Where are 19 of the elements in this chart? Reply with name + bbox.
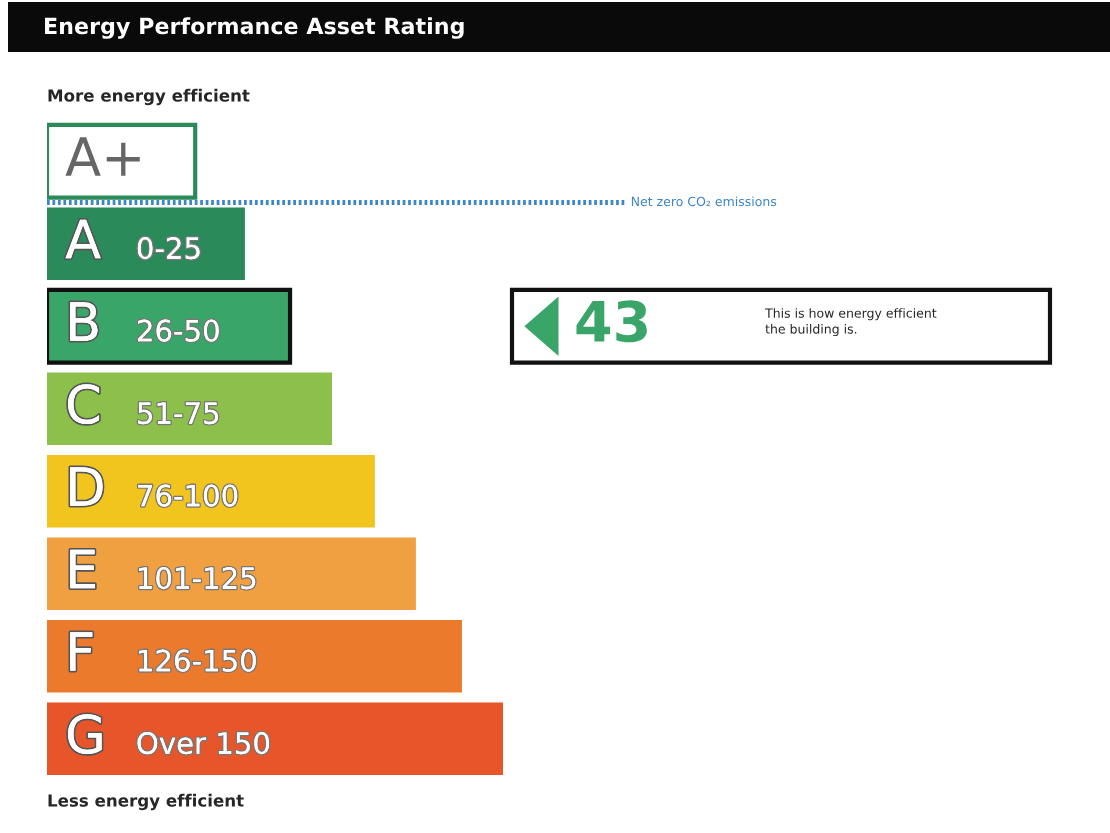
y-tick-label: B 26-50	[70, 302, 219, 342]
y-tick-label: A 0-25	[65, 219, 200, 260]
y-tick-label: D 76-100	[70, 467, 238, 507]
bar	[47, 702, 503, 776]
bar	[47, 537, 416, 611]
text: Net zero CO₂ emissions	[631, 196, 777, 207]
y-tick-label: C 51-75	[68, 384, 219, 425]
y-tick-label: E 101-125	[70, 549, 256, 590]
bar	[47, 454, 375, 528]
chart-title: Energy Performance Asset Rating	[45, 17, 464, 39]
text: 43	[576, 300, 647, 343]
text: More energy efficient	[48, 88, 250, 106]
y-tick-label: G Over 150	[68, 714, 270, 755]
text: Less energy efficient	[48, 793, 244, 811]
bar	[47, 619, 462, 693]
text: This is how energy efficient the building is.	[765, 308, 937, 337]
y-tick-label: F 126-150	[70, 632, 256, 672]
y-tick-label: A+	[65, 137, 140, 176]
bar	[47, 372, 332, 446]
